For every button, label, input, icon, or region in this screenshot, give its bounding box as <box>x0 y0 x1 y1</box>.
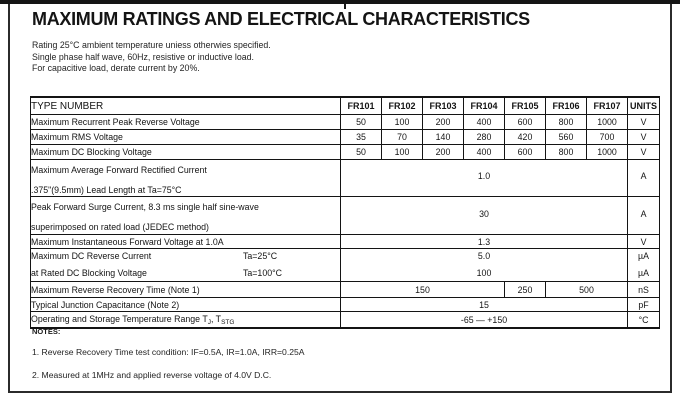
row-reverse-recovery-time: Maximum Reverse Recovery Time (Note 1) 1… <box>30 281 660 298</box>
cell-value: 100 <box>381 114 423 130</box>
cell-value: 280 <box>463 129 505 145</box>
cell-value: 600 <box>504 114 546 130</box>
cell-unit: V <box>627 234 660 249</box>
subscript-j: J <box>207 318 211 326</box>
header-fr103: FR103 <box>422 97 464 115</box>
top-divider-tick <box>344 4 346 9</box>
note-1: 1. Reverse Recovery Time test condition:… <box>32 347 305 357</box>
cell-value: 35 <box>340 129 382 145</box>
row-label-line1: Peak Forward Surge Current, 8.3 ms singl… <box>31 202 259 212</box>
cell-value: 600 <box>504 144 546 160</box>
cell-value-span: 1.3 <box>340 234 628 249</box>
subscript-stg: STG <box>221 318 235 326</box>
cell-value-fr106-fr107: 500 <box>545 281 628 298</box>
cell-value-span: 15 <box>340 297 628 312</box>
cell-unit: V <box>627 114 660 130</box>
header-units: UNITS <box>627 97 660 115</box>
header-fr105: FR105 <box>504 97 546 115</box>
cell-value: 700 <box>586 129 628 145</box>
condition-line-3: For capacitive load, derate current by 2… <box>32 63 200 73</box>
cell-value-span: -65 — +150 <box>340 311 628 329</box>
cell-value: 100 <box>381 144 423 160</box>
row-label-line2: .375"(9.5mm) Lead Length at Ta=75°C <box>31 184 182 195</box>
row-rms-voltage: Maximum RMS Voltage 35 70 140 280 420 56… <box>30 129 660 145</box>
row-peak-reverse-voltage: Maximum Recurrent Peak Reverse Voltage 5… <box>30 114 660 130</box>
header-fr101: FR101 <box>340 97 382 115</box>
cell-value-span: 5.0 100 <box>340 248 628 282</box>
page-title: MAXIMUM RATINGS AND ELECTRICAL CHARACTER… <box>32 9 530 29</box>
condition-line-1: Rating 25°C ambient temperature uniess o… <box>32 40 271 50</box>
row-label-line1: Maximum Average Forward Rectified Curren… <box>31 164 207 175</box>
header-fr104: FR104 <box>463 97 505 115</box>
cell-value: 70 <box>381 129 423 145</box>
row-label-line2: at Rated DC Blocking Voltage <box>31 268 147 278</box>
table-header-row: TYPE NUMBER FR101 FR102 FR103 FR104 FR10… <box>30 97 660 115</box>
row-label: Peak Forward Surge Current, 8.3 ms singl… <box>30 196 341 235</box>
cell-value: 420 <box>504 129 546 145</box>
cell-value: 1000 <box>586 144 628 160</box>
row-dc-reverse-current: Maximum DC Reverse Current Ta=25°C at Ra… <box>30 248 660 282</box>
row-label: Maximum DC Reverse Current Ta=25°C at Ra… <box>30 248 341 282</box>
cell-value: 560 <box>545 129 587 145</box>
row-label: Maximum Instantaneous Forward Voltage at… <box>30 234 341 249</box>
row-label-line2: superimposed on rated load (JEDEC method… <box>31 222 209 232</box>
row-label: Maximum DC Blocking Voltage <box>30 144 341 160</box>
row-label-line1: Maximum DC Reverse Current <box>31 251 152 261</box>
cell-unit: °C <box>627 311 660 329</box>
cell-value-fr101-fr104: 150 <box>340 281 505 298</box>
cell-value: 50 <box>340 114 382 130</box>
cell-value: 200 <box>422 114 464 130</box>
ratings-table: TYPE NUMBER FR101 FR102 FR103 FR104 FR10… <box>30 96 660 329</box>
condition-ta25: Ta=25°C <box>243 251 278 261</box>
header-fr102: FR102 <box>381 97 423 115</box>
cell-value: 400 <box>463 114 505 130</box>
row-label: Operating and Storage Temperature Range … <box>30 311 341 329</box>
condition-line-2: Single phase half wave, 60Hz, resistive … <box>32 51 254 62</box>
row-temperature-range: Operating and Storage Temperature Range … <box>30 311 660 329</box>
row-dc-blocking-voltage: Maximum DC Blocking Voltage 50 100 200 4… <box>30 144 660 160</box>
row-avg-forward-current: Maximum Average Forward Rectified Curren… <box>30 159 660 197</box>
header-fr107: FR107 <box>586 97 628 115</box>
row-label: Maximum RMS Voltage <box>30 129 341 145</box>
cell-value-fr105: 250 <box>504 281 546 298</box>
row-junction-capacitance: Typical Junction Capacitance (Note 2) 15… <box>30 297 660 312</box>
row-label: Maximum Recurrent Peak Reverse Voltage <box>30 114 341 130</box>
cell-value: 200 <box>422 144 464 160</box>
row-label: Typical Junction Capacitance (Note 2) <box>30 297 341 312</box>
rating-conditions: Rating 25°C ambient temperature uniess o… <box>32 40 271 75</box>
header-fr106: FR106 <box>545 97 587 115</box>
row-forward-voltage: Maximum Instantaneous Forward Voltage at… <box>30 234 660 249</box>
cell-unit: µA µA <box>627 248 660 282</box>
cell-value: 800 <box>545 114 587 130</box>
cell-unit: A <box>627 159 660 197</box>
cell-unit: V <box>627 129 660 145</box>
cell-value-span: 30 <box>340 196 628 235</box>
row-label: Maximum Average Forward Rectified Curren… <box>30 159 341 197</box>
cell-value: 400 <box>463 144 505 160</box>
cell-unit: A <box>627 196 660 235</box>
cell-value: 140 <box>422 129 464 145</box>
cell-value: 1000 <box>586 114 628 130</box>
top-section-divider <box>0 0 680 4</box>
header-type-number: TYPE NUMBER <box>30 97 341 115</box>
note-2: 2. Measured at 1MHz and applied reverse … <box>32 370 272 380</box>
cell-unit: pF <box>627 297 660 312</box>
condition-ta100: Ta=100°C <box>243 268 282 278</box>
row-label: Maximum Reverse Recovery Time (Note 1) <box>30 281 341 298</box>
row-surge-current: Peak Forward Surge Current, 8.3 ms singl… <box>30 196 660 235</box>
cell-unit: V <box>627 144 660 160</box>
notes-section: NOTES: 1. Reverse Recovery Time test con… <box>32 327 305 380</box>
cell-value: 800 <box>545 144 587 160</box>
cell-unit: nS <box>627 281 660 298</box>
notes-heading: NOTES: <box>32 327 61 336</box>
cell-value-span: 1.0 <box>340 159 628 197</box>
cell-value: 50 <box>340 144 382 160</box>
page-border-frame <box>8 4 672 393</box>
